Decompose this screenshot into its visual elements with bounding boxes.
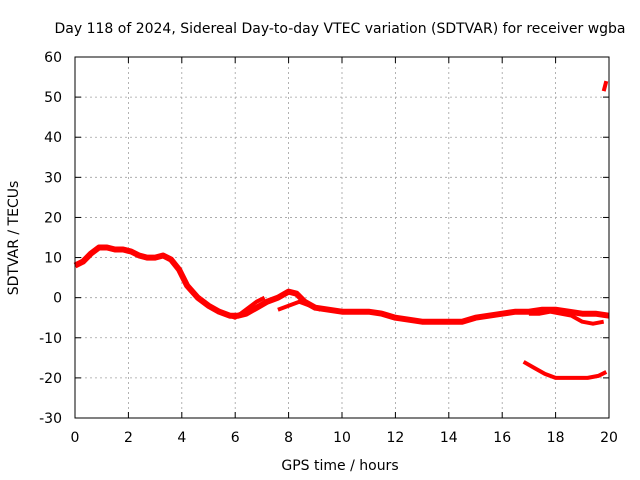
x-tick-label: 20 [600,430,618,446]
axes [74,56,610,419]
x-tick-label: 10 [333,430,351,446]
x-tick-label: 0 [71,430,80,446]
grid [75,57,609,418]
series-high-branch [601,80,609,92]
y-tick-label: -10 [39,331,62,347]
series-low-branch [522,360,608,380]
x-tick-label: 16 [493,430,511,446]
series-lower-tail [528,309,605,326]
y-tick-labels: -30 -20 -10 0 10 20 30 40 50 60 [39,50,62,427]
y-tick-label: -30 [39,411,62,427]
y-tick-label: 60 [44,50,62,66]
y-tick-label: 50 [44,90,62,106]
x-tick-label: 12 [386,430,404,446]
y-tick-label: 40 [44,130,62,146]
y-tick-label: 30 [44,170,62,186]
y-tick-label: -20 [39,371,62,387]
y-axis-label: SDTVAR / TECUs [6,181,22,296]
x-tick-labels: 0 2 4 6 8 10 12 14 16 18 20 [71,430,618,446]
y-tick-label: 10 [44,251,62,267]
x-tick-label: 18 [547,430,565,446]
series-main-band [73,244,610,325]
series-secondary-band-b [277,299,322,312]
x-tick-label: 2 [124,430,133,446]
x-tick-label: 4 [177,430,186,446]
y-tick-label: 20 [44,210,62,226]
x-tick-label: 6 [231,430,240,446]
series-secondary-band-a [223,295,266,320]
y-tick-label: 0 [53,291,62,307]
chart-title: Day 118 of 2024, Sidereal Day-to-day VTE… [54,21,625,37]
x-tick-label: 14 [440,430,458,446]
x-axis-label: GPS time / hours [281,458,398,474]
x-tick-label: 8 [284,430,293,446]
series-group [73,80,610,380]
